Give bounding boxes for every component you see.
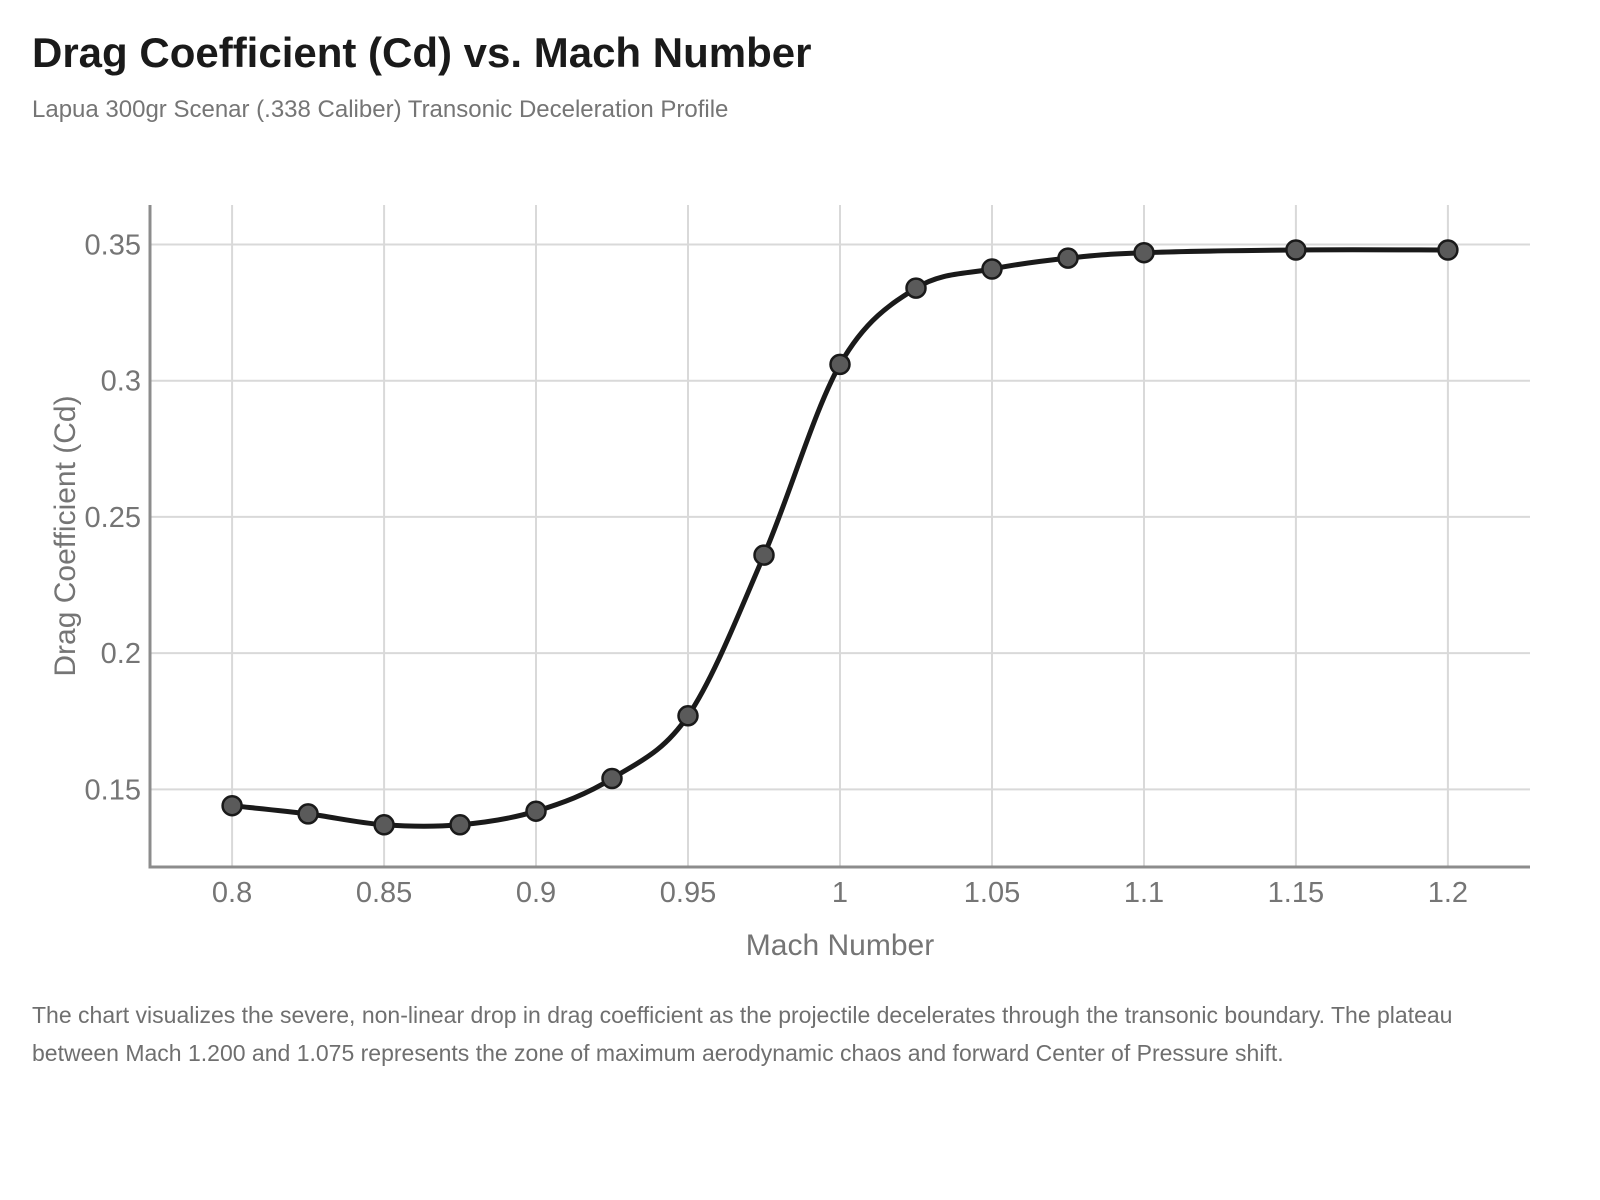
data-point: [1437, 239, 1459, 261]
series-points: [221, 239, 1459, 836]
data-point: [601, 767, 623, 790]
x-axis-title: Mach Number: [746, 929, 934, 962]
y-tick-label: 0.15: [85, 774, 141, 806]
footer-note-line: between Mach 1.200 and 1.075 represents …: [32, 1040, 1284, 1066]
x-tick-label: 1.05: [964, 877, 1020, 909]
grid-vertical: [231, 205, 1449, 867]
data-point: [449, 814, 471, 836]
y-tick-label: 0.25: [85, 502, 141, 534]
footer-note-line: The chart visualizes the severe, non-lin…: [32, 1002, 1453, 1028]
data-point: [829, 353, 851, 376]
y-axis-title: Drag Coefficient (Cd): [49, 395, 82, 676]
data-point: [373, 814, 395, 836]
x-tick-label: 0.8: [212, 877, 252, 909]
y-tick-label: 0.2: [101, 638, 141, 670]
data-point: [1285, 239, 1307, 261]
x-tick-label: 1: [832, 877, 848, 909]
data-point: [1133, 241, 1155, 264]
data-point: [981, 258, 1003, 280]
data-point: [753, 544, 775, 566]
chart-title: Drag Coefficient (Cd) vs. Mach Number: [32, 29, 812, 76]
x-tick-label: 1.2: [1428, 877, 1468, 909]
x-tick-label: 1.1: [1124, 877, 1164, 909]
data-point: [905, 277, 927, 299]
x-tick-label: 0.85: [356, 877, 412, 909]
grid-horizontal: [150, 243, 1530, 791]
data-point: [525, 800, 547, 822]
y-tick-labels: 0.15 0.2 0.25 0.3 0.35: [85, 230, 141, 807]
data-point: [297, 803, 319, 825]
data-point: [677, 705, 699, 727]
x-tick-labels: 0.8 0.85 0.9 0.95 1 1.05 1.1 1.15 1.2: [212, 877, 1468, 909]
y-tick-label: 0.35: [85, 230, 141, 262]
x-tick-label: 1.15: [1268, 877, 1324, 909]
x-tick-label: 0.9: [516, 877, 556, 909]
data-point: [221, 794, 243, 817]
x-tick-label: 0.95: [660, 877, 716, 909]
chart-subtitle: Lapua 300gr Scenar (.338 Caliber) Transo…: [32, 96, 729, 123]
y-tick-label: 0.3: [101, 366, 141, 398]
data-point: [1057, 247, 1079, 269]
footer-note: The chart visualizes the severe, non-lin…: [32, 996, 1552, 1072]
